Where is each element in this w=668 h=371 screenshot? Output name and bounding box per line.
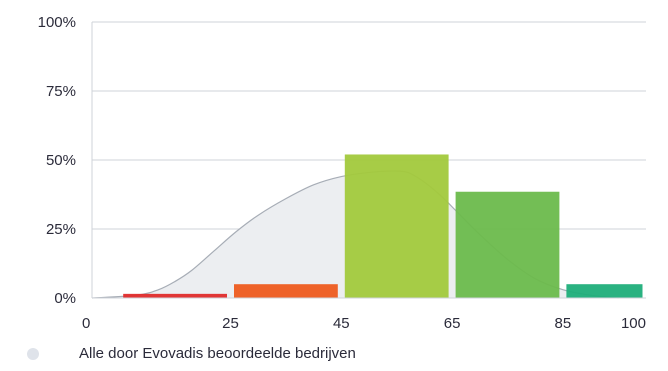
y-axis-ticks: 0% 25% 50% 75% 100% — [38, 14, 76, 307]
legend: Alle door Evovadis beoordeelde bedrijven — [27, 345, 356, 362]
y-tick-label: 25% — [46, 221, 76, 238]
x-tick-label: 85 — [555, 315, 572, 332]
bar-25-45 — [234, 284, 338, 298]
x-tick-label: 100 — [621, 315, 646, 332]
x-tick-label: 0 — [82, 315, 90, 332]
bar-5-25 — [123, 293, 227, 298]
bars-layer — [123, 154, 643, 298]
y-tick-label: 0% — [54, 290, 76, 307]
bar-85-100 — [566, 284, 643, 298]
y-tick-label: 75% — [46, 83, 76, 100]
x-tick-label: 45 — [333, 315, 350, 332]
x-axis-ticks: 0 25 45 65 85 100 — [82, 315, 646, 332]
y-tick-label: 50% — [46, 152, 76, 169]
y-tick-label: 100% — [38, 14, 76, 31]
score-distribution-chart: 0% 25% 50% 75% 100% 0 25 45 65 85 100 — [38, 14, 646, 332]
legend-swatch — [27, 347, 39, 360]
legend-label: Alle door Evovadis beoordeelde bedrijven — [79, 345, 356, 362]
bar-65-85 — [455, 191, 560, 298]
x-tick-label: 25 — [222, 315, 239, 332]
bar-45-65 — [344, 154, 449, 298]
x-tick-label: 65 — [444, 315, 461, 332]
axes — [91, 22, 646, 299]
